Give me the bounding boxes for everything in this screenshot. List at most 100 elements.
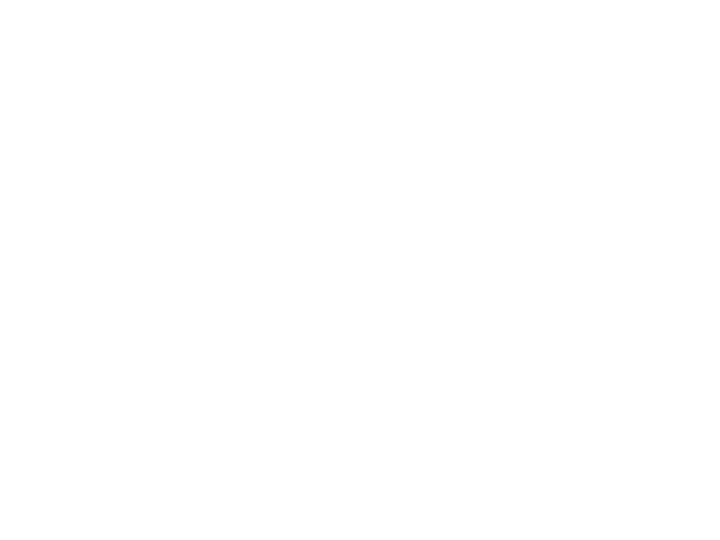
Ellipse shape — [418, 138, 498, 157]
Ellipse shape — [608, 393, 614, 401]
Ellipse shape — [665, 252, 671, 260]
Text: Primitive streak: Primitive streak — [692, 199, 720, 205]
Text: Tail: Tail — [278, 147, 291, 157]
Ellipse shape — [624, 393, 631, 401]
Text: Right: Right — [470, 205, 491, 213]
Ellipse shape — [640, 393, 647, 401]
Bar — [485, 395, 688, 414]
Text: (a new: (a new — [201, 316, 271, 335]
Text: Yolk sac: Yolk sac — [624, 176, 652, 183]
Text: Epiblast: Epiblast — [571, 193, 595, 198]
Ellipse shape — [649, 393, 654, 401]
Text: hypoblast becoming: hypoblast becoming — [36, 268, 244, 287]
Text: Primitive
streak: Primitive streak — [262, 449, 290, 460]
Text: ∞: ∞ — [11, 100, 27, 119]
Text: Hypoblast: Hypoblast — [490, 193, 521, 198]
Text: Sections: Sections — [395, 355, 422, 360]
Ellipse shape — [323, 291, 386, 392]
Ellipse shape — [495, 252, 501, 260]
Ellipse shape — [487, 393, 492, 401]
Ellipse shape — [616, 393, 622, 401]
Text: Primitive streak: Primitive streak — [692, 348, 720, 353]
Text: Primitive
node: Primitive node — [395, 296, 423, 307]
Ellipse shape — [366, 111, 523, 166]
Ellipse shape — [559, 393, 566, 401]
Ellipse shape — [624, 252, 631, 260]
Text: surface:: surface: — [36, 447, 136, 465]
Ellipse shape — [543, 393, 549, 401]
Ellipse shape — [575, 393, 582, 401]
Text: Epiblast cells remaining on: Epiblast cells remaining on — [36, 413, 289, 432]
Text: Epiblast: Epiblast — [456, 193, 481, 198]
Ellipse shape — [296, 250, 431, 451]
Text: endoderm: endoderm — [240, 268, 347, 287]
Text: Mesoderm: Mesoderm — [604, 414, 637, 418]
Ellipse shape — [616, 252, 622, 260]
Text: dorsal surface of epiblast: dorsal surface of epiblast — [36, 133, 285, 152]
Ellipse shape — [495, 393, 501, 401]
Text: Tail: Tail — [357, 471, 370, 481]
Ellipse shape — [510, 252, 517, 260]
Ellipse shape — [592, 393, 598, 401]
Ellipse shape — [681, 393, 687, 401]
Ellipse shape — [357, 282, 370, 291]
Ellipse shape — [567, 252, 574, 260]
Ellipse shape — [283, 84, 679, 220]
Ellipse shape — [575, 252, 582, 260]
Text: Ectoderm: Ectoderm — [485, 341, 516, 346]
Text: Days 14-15: they replace: Days 14-15: they replace — [36, 235, 273, 254]
Ellipse shape — [567, 393, 574, 401]
Text: Left: Left — [262, 337, 277, 346]
Text: Hypoblast: Hypoblast — [449, 211, 481, 216]
Ellipse shape — [632, 393, 639, 401]
Ellipse shape — [559, 252, 566, 260]
Text: (h) 16 days: (h) 16 days — [485, 437, 528, 446]
Text: Endoderm: Endoderm — [570, 282, 603, 287]
Text: mesoderm: mesoderm — [124, 316, 235, 335]
Text: ∞: ∞ — [11, 235, 27, 254]
Text: Yolk sac: Yolk sac — [391, 266, 415, 271]
Ellipse shape — [535, 393, 541, 401]
Ellipse shape — [274, 237, 454, 483]
Bar — [485, 413, 688, 424]
Ellipse shape — [519, 393, 525, 401]
Text: ∞: ∞ — [11, 413, 27, 432]
Text: ectoderm: ectoderm — [153, 447, 253, 465]
Text: (f) Bilaminar embryonic
      disc, superior view: (f) Bilaminar embryonic disc, superior v… — [269, 492, 352, 505]
Ellipse shape — [580, 240, 593, 267]
Ellipse shape — [649, 252, 654, 260]
Text: Day 16:: Day 16: — [36, 316, 121, 335]
Bar — [485, 264, 688, 278]
Ellipse shape — [600, 393, 606, 401]
Text: Formation of the 3 “germ” layers: Formation of the 3 “germ” layers — [0, 35, 587, 69]
Ellipse shape — [552, 252, 557, 260]
Ellipse shape — [346, 99, 616, 186]
Text: third layer) formed: third layer) formed — [36, 349, 225, 368]
Ellipse shape — [672, 252, 679, 260]
Ellipse shape — [584, 252, 590, 260]
Text: Primitive
streak: Primitive streak — [355, 191, 382, 201]
Ellipse shape — [487, 252, 492, 260]
Ellipse shape — [600, 252, 606, 260]
Ellipse shape — [386, 120, 467, 147]
Ellipse shape — [665, 393, 671, 401]
Text: (g) 14-15 days: (g) 14-15 days — [485, 293, 541, 302]
Ellipse shape — [314, 273, 413, 428]
Ellipse shape — [672, 393, 679, 401]
Text: Grastrulation:  invagination of: Grastrulation: invagination of — [36, 170, 318, 189]
Text: Cut edge
of amnion: Cut edge of amnion — [314, 179, 346, 190]
Text: Head: Head — [354, 230, 374, 239]
Ellipse shape — [632, 252, 639, 260]
Ellipse shape — [527, 393, 534, 401]
Text: Primitive streak (groove) on: Primitive streak (groove) on — [36, 100, 298, 119]
Ellipse shape — [314, 92, 647, 202]
Ellipse shape — [681, 252, 687, 260]
Text: epiblast cells: epiblast cells — [36, 204, 170, 222]
Text: in between: in between — [36, 383, 152, 402]
Ellipse shape — [535, 252, 541, 260]
Ellipse shape — [657, 393, 663, 401]
Text: Right: Right — [433, 337, 454, 346]
Ellipse shape — [657, 252, 663, 260]
Ellipse shape — [592, 252, 598, 260]
Ellipse shape — [510, 393, 517, 401]
